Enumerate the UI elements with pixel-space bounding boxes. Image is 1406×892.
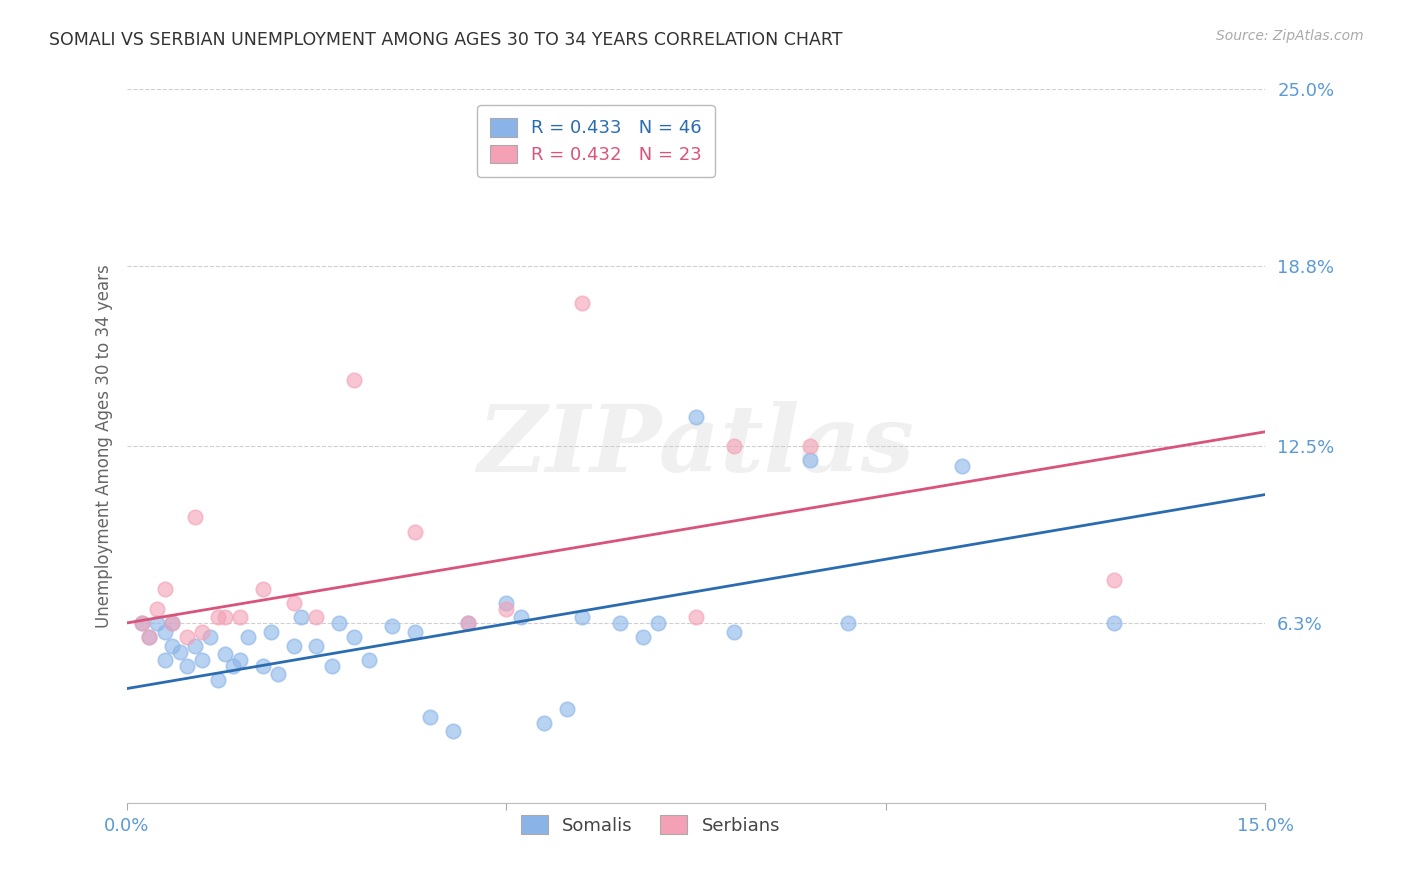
Point <box>328 615 350 630</box>
Point <box>176 630 198 644</box>
Point <box>169 644 191 658</box>
Point <box>146 615 169 630</box>
Point <box>184 639 207 653</box>
Point <box>343 373 366 387</box>
Point <box>609 615 631 630</box>
Point <box>799 453 821 467</box>
Point <box>571 296 593 310</box>
Point <box>495 601 517 615</box>
Point <box>252 582 274 596</box>
Point <box>160 639 183 653</box>
Point <box>153 624 176 639</box>
Point <box>685 410 707 425</box>
Point <box>260 624 283 639</box>
Point <box>723 439 745 453</box>
Point <box>184 510 207 524</box>
Point <box>236 630 259 644</box>
Point <box>404 624 426 639</box>
Text: ZIPatlas: ZIPatlas <box>478 401 914 491</box>
Point <box>495 596 517 610</box>
Point <box>138 630 160 644</box>
Point <box>153 582 176 596</box>
Y-axis label: Unemployment Among Ages 30 to 34 years: Unemployment Among Ages 30 to 34 years <box>94 264 112 628</box>
Point <box>252 658 274 673</box>
Point <box>191 624 214 639</box>
Point <box>457 615 479 630</box>
Point <box>153 653 176 667</box>
Legend: Somalis, Serbians: Somalis, Serbians <box>512 806 789 844</box>
Point <box>283 639 305 653</box>
Point <box>359 653 381 667</box>
Point <box>160 615 183 630</box>
Point <box>723 624 745 639</box>
Point <box>305 639 328 653</box>
Point <box>321 658 343 673</box>
Point <box>631 630 654 644</box>
Point <box>419 710 441 724</box>
Point <box>381 619 404 633</box>
Point <box>1102 615 1125 630</box>
Point <box>1102 573 1125 587</box>
Point <box>160 615 183 630</box>
Point <box>229 653 252 667</box>
Point <box>555 701 578 715</box>
Point <box>950 458 973 473</box>
Point <box>267 667 290 681</box>
Point <box>207 673 229 687</box>
Point <box>207 610 229 624</box>
Point <box>533 715 555 730</box>
Point <box>131 615 153 630</box>
Point <box>343 630 366 644</box>
Point <box>222 658 245 673</box>
Point <box>685 610 707 624</box>
Point <box>138 630 160 644</box>
Point <box>647 615 669 630</box>
Point <box>305 610 328 624</box>
Point <box>131 615 153 630</box>
Point <box>229 610 252 624</box>
Point <box>837 615 859 630</box>
Point <box>441 724 464 739</box>
Point <box>404 524 426 539</box>
Point <box>283 596 305 610</box>
Point <box>176 658 198 673</box>
Point <box>799 439 821 453</box>
Point <box>214 610 236 624</box>
Point <box>571 610 593 624</box>
Point <box>510 610 533 624</box>
Text: Source: ZipAtlas.com: Source: ZipAtlas.com <box>1216 29 1364 43</box>
Point <box>198 630 221 644</box>
Point <box>457 615 479 630</box>
Text: SOMALI VS SERBIAN UNEMPLOYMENT AMONG AGES 30 TO 34 YEARS CORRELATION CHART: SOMALI VS SERBIAN UNEMPLOYMENT AMONG AGE… <box>49 31 842 49</box>
Point <box>191 653 214 667</box>
Point <box>214 648 236 662</box>
Point <box>146 601 169 615</box>
Point <box>290 610 312 624</box>
